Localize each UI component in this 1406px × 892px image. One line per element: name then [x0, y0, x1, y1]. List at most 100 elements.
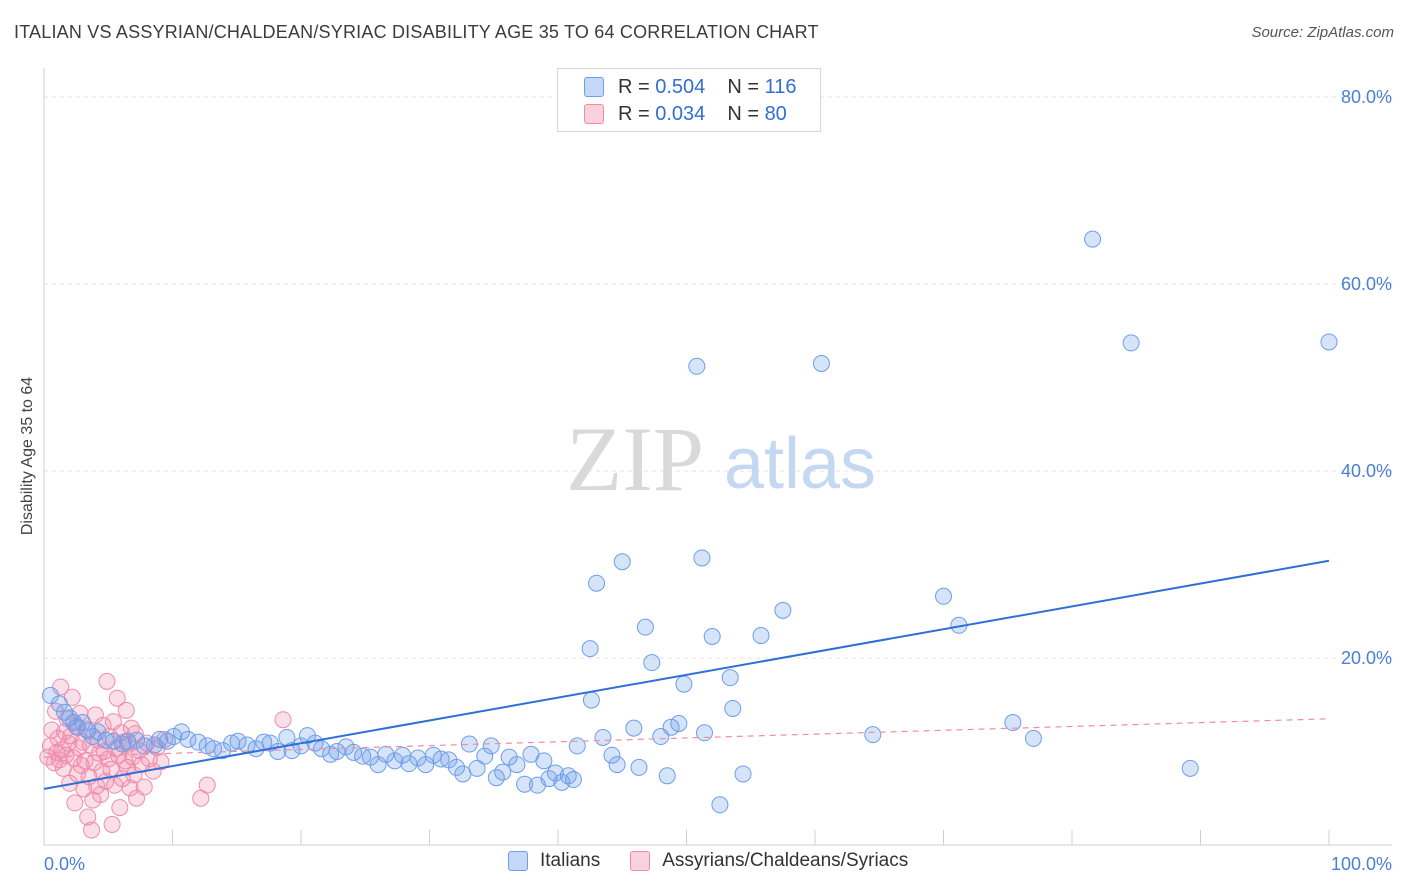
italians-point: [345, 743, 363, 761]
italians-point: [468, 759, 486, 777]
legend-n-value-assyrians: 80: [764, 102, 787, 125]
italians-point: [582, 691, 600, 709]
italians-point: [752, 627, 770, 645]
assyrians-point: [88, 777, 106, 795]
assyrians-point: [43, 721, 61, 739]
italians-point: [74, 714, 92, 732]
legend-n-label: N =: [727, 102, 759, 125]
italians-point: [84, 728, 102, 746]
assyrians-point: [135, 778, 153, 796]
italians-point: [68, 718, 86, 736]
legend-item-italians[interactable]: Italians: [508, 850, 600, 872]
italians-point: [229, 732, 247, 750]
italians-point: [328, 743, 346, 760]
legend-row-italians: R = 0.504 N = 116: [584, 74, 796, 100]
italians-point: [613, 553, 631, 571]
italians-point: [447, 758, 465, 776]
italians-point: [424, 746, 442, 764]
legend-swatch-assyrians: [584, 104, 604, 124]
italians-point: [564, 771, 582, 789]
italians-point: [721, 669, 739, 687]
italians-point: [688, 357, 706, 375]
italians-point: [535, 752, 553, 770]
assyrians-point: [103, 815, 121, 833]
italians-point: [179, 730, 197, 748]
legend-swatch-italians: [584, 77, 604, 97]
correlation-legend: R = 0.504 N = 116 R = 0.034 N = 80: [557, 68, 821, 132]
italians-point: [50, 695, 68, 713]
italians-point: [487, 769, 505, 787]
italians-point: [625, 719, 643, 737]
legend-row-assyrians: R = 0.034 N = 80: [584, 101, 787, 127]
legend-label-assyrians: Assyrians/Chaldeans/Syriacs: [662, 850, 909, 871]
italians-point: [864, 726, 882, 744]
italians-point: [695, 724, 713, 742]
assyrians-point: [92, 786, 110, 804]
italians-point: [400, 755, 418, 773]
italians-point: [540, 770, 558, 788]
italians-point: [568, 737, 586, 755]
trendline-italians: [43, 559, 1330, 790]
assyrians-point: [108, 689, 126, 707]
italians-point: [658, 767, 676, 785]
legend-n-value-italians: 116: [764, 75, 797, 98]
italians-point: [774, 601, 792, 619]
y-tick-label: 80.0%: [1341, 87, 1392, 107]
italians-point: [581, 640, 599, 658]
italians-point: [608, 756, 626, 774]
italians-point: [812, 354, 830, 372]
legend-r-label: R =: [618, 102, 650, 125]
italians-point: [703, 627, 721, 645]
y-tick-label: 40.0%: [1341, 461, 1392, 481]
legend-n-label: N =: [727, 75, 759, 98]
series-legend: Italians Assyrians/Chaldeans/Syriacs: [508, 850, 938, 872]
italians-point: [588, 574, 606, 592]
assyrians-point: [66, 794, 84, 812]
italians-point: [675, 675, 693, 693]
chart-title: ITALIAN VS ASSYRIAN/CHALDEAN/SYRIAC DISA…: [14, 22, 819, 42]
assyrians-point: [116, 752, 134, 770]
italians-point: [516, 775, 534, 793]
assyrians-point: [117, 701, 135, 719]
legend-r-value-assyrians: 0.034: [655, 102, 706, 125]
watermark-atlas: atlas: [724, 424, 876, 504]
italians-point: [1084, 230, 1102, 248]
italians-point: [670, 714, 688, 732]
italians-point: [693, 549, 711, 567]
y-tick-label: 20.0%: [1341, 648, 1392, 668]
gridlines: [44, 96, 1392, 659]
italians-point: [711, 796, 729, 814]
x-tick-label-min: 0.0%: [44, 854, 85, 874]
assyrians-point: [83, 821, 101, 839]
italians-point: [662, 718, 680, 736]
italians-point: [476, 747, 494, 765]
italians-point: [603, 746, 621, 764]
y-tick-label: 60.0%: [1341, 274, 1392, 294]
italians-point: [1320, 333, 1338, 351]
italians-point: [1004, 714, 1022, 732]
italians-point: [724, 699, 742, 717]
source-credit: Source: ZipAtlas.com: [1251, 24, 1394, 41]
assyrians-point: [152, 753, 170, 771]
italians-point: [594, 728, 612, 746]
assyrians-point: [111, 799, 129, 817]
italians-point: [643, 654, 661, 672]
italians-point: [119, 732, 137, 750]
italians-point: [630, 758, 648, 776]
legend-swatch-italians: [508, 851, 528, 871]
assyrians-point: [198, 776, 216, 794]
italians-point: [636, 618, 654, 636]
italians-point: [377, 745, 395, 763]
assyrians-point: [121, 779, 139, 797]
watermark-zip: ZIP: [566, 408, 704, 510]
italians-point: [734, 765, 752, 783]
italians-point: [454, 765, 472, 783]
y-axis-tick-labels: 20.0% 40.0% 60.0% 80.0%: [1341, 87, 1392, 668]
assyrians-point: [274, 711, 292, 729]
italians-point: [189, 733, 207, 751]
legend-item-assyrians[interactable]: Assyrians/Chaldeans/Syriacs: [630, 850, 908, 872]
italians-point: [482, 737, 500, 755]
watermark: ZIP atlas: [566, 408, 876, 510]
assyrians-point: [49, 729, 67, 747]
